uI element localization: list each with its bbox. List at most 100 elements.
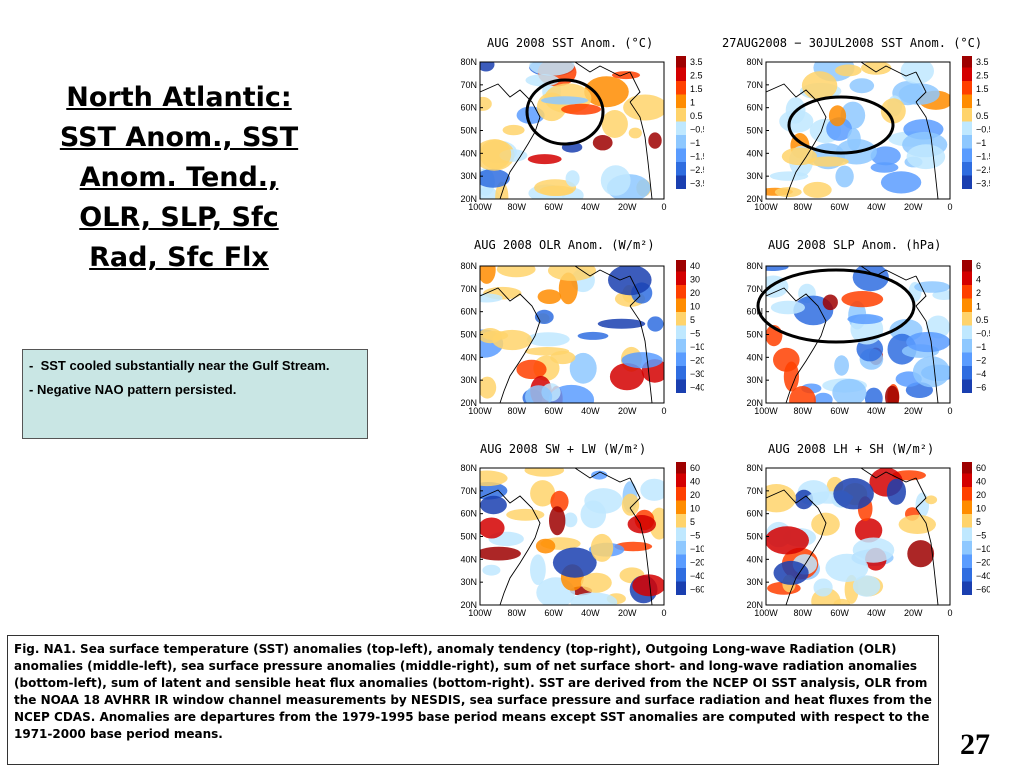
latitude-label: 40N xyxy=(460,148,477,158)
legend-label: −10 xyxy=(690,342,704,352)
legend-swatch xyxy=(962,379,972,393)
legend-swatch xyxy=(962,514,972,528)
anomaly-patch xyxy=(835,64,862,77)
anomaly-patch xyxy=(900,62,934,84)
legend-label: 1.5 xyxy=(690,84,703,94)
legend-label: 4 xyxy=(976,275,981,285)
latitude-label: 80N xyxy=(460,261,477,271)
anomaly-patch xyxy=(480,546,521,561)
anomaly-patch xyxy=(608,266,652,296)
note-text: Negative NAO pattern persisted. xyxy=(36,382,237,397)
legend-swatch xyxy=(962,581,972,595)
legend-label: 60 xyxy=(690,463,700,473)
longitude-label: 20W xyxy=(618,608,637,618)
anomaly-patch xyxy=(880,171,922,194)
anomaly-patch xyxy=(912,356,950,388)
legend-label: −5 xyxy=(976,531,986,541)
figure-caption: Fig. NA1. Sea surface temperature (SST) … xyxy=(7,635,939,765)
latitude-label: 70N xyxy=(460,284,477,294)
page-number: 27 xyxy=(960,728,990,761)
title-line: OLR, SLP, Sfc xyxy=(79,202,279,233)
anomaly-patch xyxy=(480,139,512,170)
anomaly-patch xyxy=(627,515,656,534)
longitude-label: 0 xyxy=(661,608,666,618)
longitude-label: 40W xyxy=(867,202,886,212)
anomaly-patch xyxy=(647,316,664,332)
longitude-label: 40W xyxy=(581,406,600,416)
anomaly-patch xyxy=(885,385,900,403)
longitude-label: 0 xyxy=(947,202,952,212)
anomaly-patch xyxy=(628,127,642,139)
legend-swatch xyxy=(676,260,686,272)
anomaly-patch xyxy=(825,553,869,582)
longitude-label: 80W xyxy=(794,202,813,212)
legend-swatch xyxy=(676,379,686,393)
latitude-label: 20N xyxy=(746,600,763,610)
anomaly-patch xyxy=(906,331,950,353)
longitude-label: 100W xyxy=(468,406,492,416)
legend-label: 10 xyxy=(976,504,986,514)
legend-label: 0.5 xyxy=(976,111,989,121)
anomaly-patch xyxy=(552,547,597,578)
legend-swatch xyxy=(676,487,686,501)
legend-label: −3.5 xyxy=(690,179,704,189)
anomaly-patch xyxy=(822,294,838,311)
legend-label: −1.5 xyxy=(976,152,990,162)
latitude-label: 60N xyxy=(746,103,763,113)
legend-swatch xyxy=(962,473,972,487)
latitude-label: 20N xyxy=(460,600,477,610)
anomaly-patch xyxy=(496,266,536,278)
legend-swatch xyxy=(962,312,972,326)
anomaly-patch xyxy=(847,314,884,325)
legend-swatch xyxy=(962,554,972,568)
longitude-label: 0 xyxy=(947,608,952,618)
highlight-circle xyxy=(525,78,605,146)
latitude-label: 50N xyxy=(746,532,763,542)
latitude-label: 20N xyxy=(460,398,477,408)
legend-label: −5 xyxy=(690,329,700,339)
anomaly-patch xyxy=(925,495,938,505)
latitude-label: 40N xyxy=(460,352,477,362)
anomaly-patch xyxy=(898,83,940,105)
coastline xyxy=(766,468,939,605)
latitude-label: 20N xyxy=(746,398,763,408)
anomaly-patch xyxy=(794,489,814,510)
anomaly-patch xyxy=(841,291,884,308)
legend-swatch xyxy=(676,462,686,474)
legend-label: −1 xyxy=(690,138,700,148)
map-title: AUG 2008 SST Anom. (°C) xyxy=(487,36,654,50)
longitude-label: 20W xyxy=(618,406,637,416)
anomaly-patch xyxy=(907,540,935,568)
legend-label: 20 xyxy=(690,490,700,500)
legend-label: −20 xyxy=(690,356,704,366)
legend-swatch xyxy=(676,121,686,135)
anomaly-patch xyxy=(789,386,816,403)
anomaly-patch xyxy=(535,538,556,554)
legend-swatch xyxy=(962,148,972,162)
legend-label: 1.5 xyxy=(976,84,989,94)
coastline xyxy=(480,62,653,199)
notes-box: - SST cooled substantially near the Gulf… xyxy=(22,349,368,439)
legend-swatch xyxy=(676,541,686,555)
legend-swatch xyxy=(676,527,686,541)
legend-swatch xyxy=(962,135,972,149)
legend-label: −10 xyxy=(690,544,704,554)
latitude-label: 60N xyxy=(460,307,477,317)
latitude-label: 80N xyxy=(460,463,477,473)
legend-label: −0.5 xyxy=(976,329,990,339)
legend-label: −40 xyxy=(976,571,990,581)
anomaly-patch xyxy=(621,352,663,369)
legend-swatch xyxy=(676,514,686,528)
anomaly-patch xyxy=(550,350,576,365)
legend-label: 10 xyxy=(690,302,700,312)
legend-swatch xyxy=(676,81,686,95)
longitude-label: 20W xyxy=(904,202,923,212)
longitude-label: 0 xyxy=(661,406,666,416)
anomaly-patch xyxy=(833,598,851,605)
legend-swatch xyxy=(676,108,686,122)
anomaly-patch xyxy=(870,146,901,166)
legend-label: −40 xyxy=(690,383,704,393)
anomaly-patch xyxy=(847,128,861,151)
latitude-label: 20N xyxy=(746,194,763,204)
